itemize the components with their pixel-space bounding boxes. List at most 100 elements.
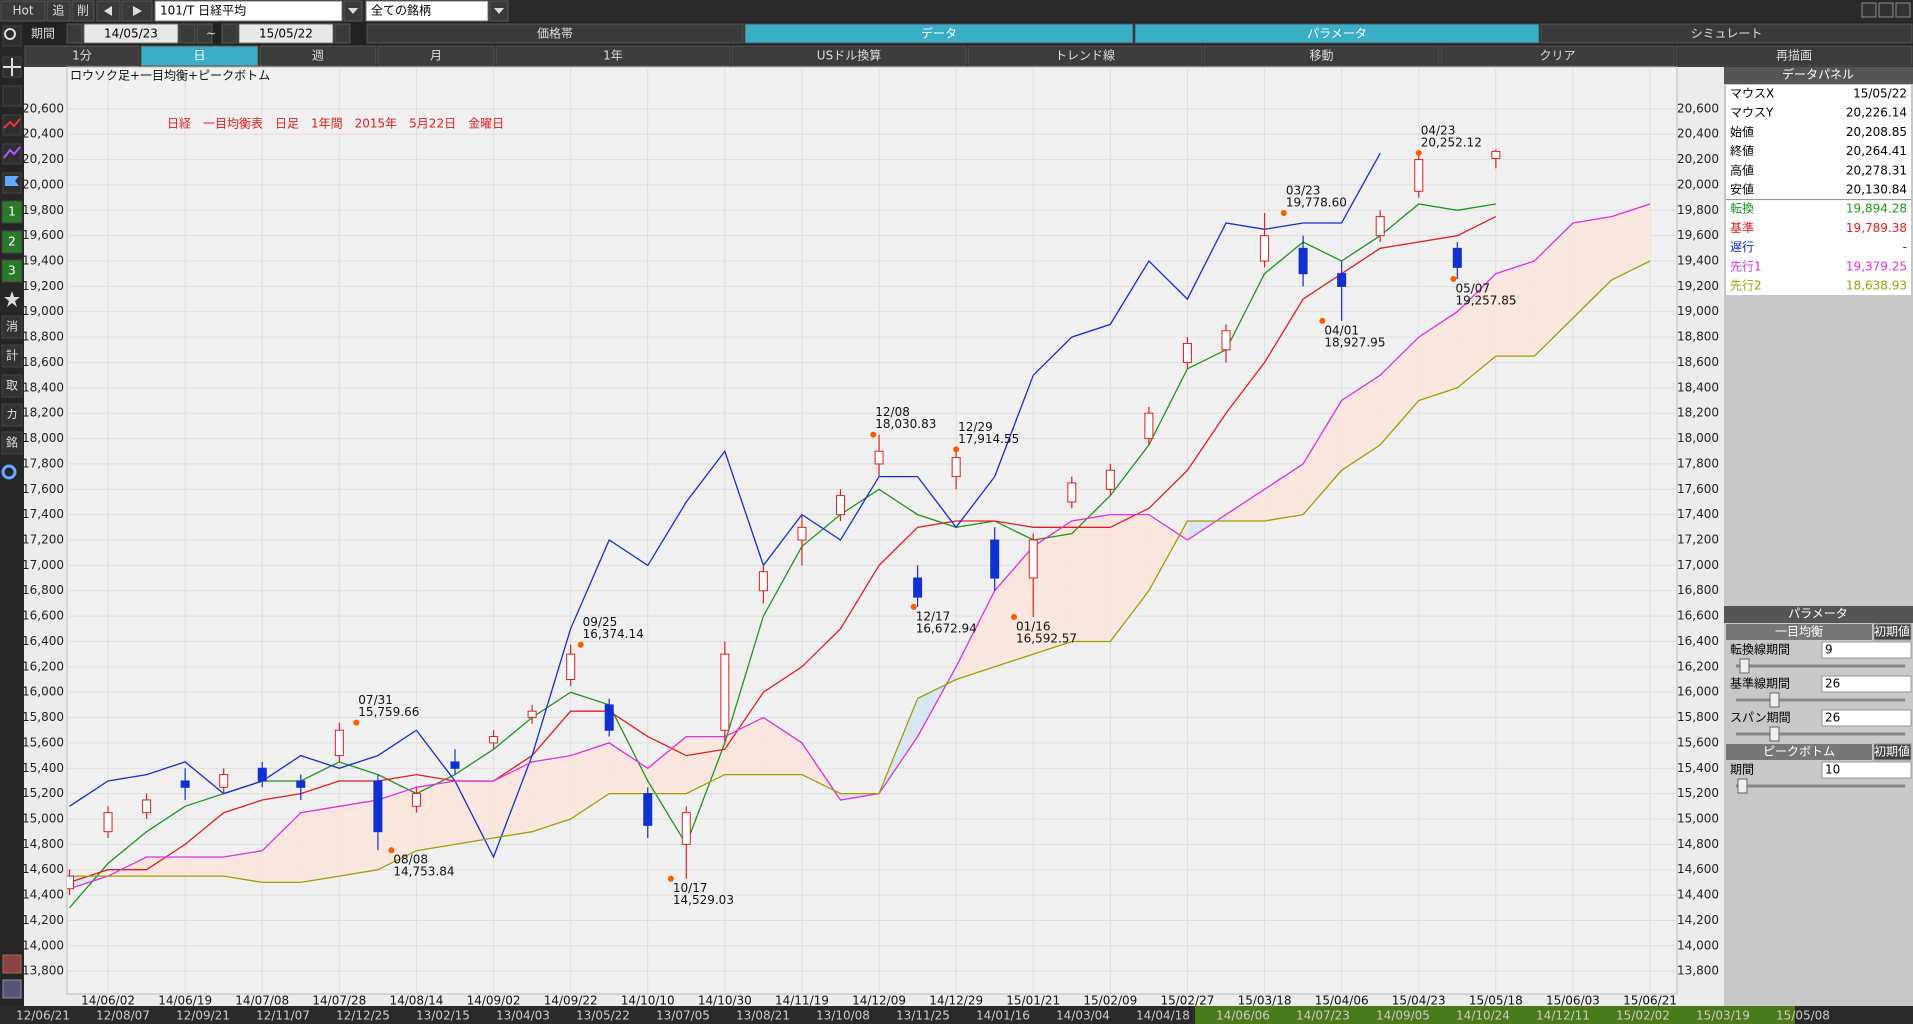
peak-value: 18,927.95 (1324, 335, 1385, 349)
universe-box[interactable] (365, 0, 489, 22)
cloud (1611, 203, 1651, 281)
period-button[interactable] (1203, 45, 1440, 67)
navigator-label: 13/10/08 (816, 1009, 870, 1023)
from-date-box[interactable] (83, 23, 179, 44)
top-button[interactable] (71, 0, 95, 22)
data-value: 18,638.93 (1846, 279, 1907, 293)
period-separator: ~ (206, 27, 216, 41)
peak-marker (388, 847, 395, 854)
peak-date: 04/23 (1421, 123, 1456, 137)
y-tick-label-right: 18,400 (1677, 380, 1719, 394)
slider-thumb[interactable] (1769, 692, 1780, 708)
slider-thumb[interactable] (1739, 658, 1750, 674)
candle-body (874, 450, 884, 465)
top-button-label: Hot (12, 4, 33, 18)
chart-icon[interactable] (2, 954, 22, 974)
candle-body (1260, 235, 1270, 262)
tool-icon[interactable] (2, 85, 22, 107)
tool-button[interactable] (1, 315, 23, 339)
reset-button[interactable] (1873, 743, 1912, 761)
tab[interactable] (1540, 23, 1913, 44)
candle-body (1182, 342, 1192, 363)
tool-button[interactable] (1, 403, 23, 427)
navigator-label: 13/02/15 (416, 1009, 470, 1023)
peak-date: 09/25 (583, 615, 618, 629)
param-input[interactable] (1821, 675, 1912, 693)
data-panel-header (1724, 67, 1913, 84)
tool-icon[interactable] (2, 25, 22, 47)
tab[interactable] (1134, 23, 1540, 44)
tool-button[interactable] (1, 200, 23, 224)
period-button[interactable] (377, 45, 495, 67)
slider-thumb[interactable] (1737, 778, 1748, 794)
cloud (1341, 375, 1381, 471)
tool-button[interactable] (1, 259, 23, 283)
y-tick-label-right: 16,800 (1677, 583, 1719, 597)
chart-icon[interactable] (2, 979, 22, 999)
tool-button[interactable] (1, 344, 23, 368)
y-tick-label: 17,600 (22, 482, 64, 496)
slider-thumb[interactable] (1769, 726, 1780, 742)
tool-button[interactable] (1, 374, 23, 398)
period-button[interactable] (1440, 45, 1675, 67)
candle-body (527, 710, 537, 719)
param-input[interactable] (1821, 641, 1912, 659)
to-date-box[interactable] (238, 23, 334, 44)
date-arrow[interactable] (334, 23, 351, 44)
period-button[interactable] (731, 45, 967, 67)
period-button[interactable] (259, 45, 377, 67)
peak-value: 17,914.55 (958, 432, 1019, 446)
param-input[interactable] (1821, 761, 1912, 779)
tab[interactable] (366, 23, 744, 44)
top-button[interactable] (0, 0, 46, 22)
window-control[interactable] (1861, 2, 1877, 18)
x-tick-label: 15/02/27 (1160, 994, 1214, 1008)
navigator-label: 12/11/07 (256, 1009, 310, 1023)
date-arrow[interactable] (221, 23, 238, 44)
y-tick-label-right: 18,600 (1677, 355, 1719, 369)
chart-subtitle: ロウソク足+一目均衡+ピークボトム (70, 69, 270, 83)
data-label: 先行1 (1730, 259, 1762, 273)
data-label: 遅行 (1730, 240, 1754, 254)
cloud (1457, 273, 1496, 388)
line-icon (3, 146, 21, 159)
period-button[interactable] (24, 45, 140, 67)
navigator-label: 13/04/03 (496, 1009, 550, 1023)
window-control[interactable] (1878, 2, 1894, 18)
reset-button[interactable] (1873, 623, 1912, 641)
symbol-box[interactable] (154, 0, 343, 22)
navigator-label: 12/12/25 (336, 1009, 390, 1023)
navigator-label: 15/02/02 (1616, 1009, 1670, 1023)
period-button[interactable] (140, 45, 259, 67)
tool-button[interactable] (1, 431, 23, 455)
peak-date: 01/16 (1016, 620, 1051, 634)
candle-body (142, 799, 152, 814)
navigator-label: 13/07/05 (656, 1009, 710, 1023)
period-button[interactable] (1675, 45, 1913, 67)
data-label: 安値 (1730, 182, 1754, 197)
peak-value: 19,778.60 (1286, 196, 1347, 210)
period-button-label: 移動 (1309, 49, 1333, 63)
data-label: マウスX (1730, 87, 1774, 101)
peak-value: 20,252.12 (1421, 135, 1482, 149)
window-control[interactable] (1895, 2, 1911, 18)
search-icon (4, 28, 16, 40)
date-arrow[interactable] (196, 23, 213, 44)
tool-button[interactable] (1, 230, 23, 254)
date-arrow[interactable] (66, 23, 83, 44)
tab[interactable] (744, 23, 1134, 44)
parameter-title: パラメータ (1788, 607, 1848, 621)
param-label: 転換線期間 (1730, 642, 1790, 657)
navigator-label: 14/12/11 (1536, 1009, 1590, 1023)
period-button[interactable] (967, 45, 1203, 67)
param-input[interactable] (1821, 709, 1912, 727)
chart-title: 日経 一目均衡表 日足 1年間 2015年 5月22日 金曜日 (167, 117, 504, 131)
candle-body (1414, 159, 1424, 192)
tool-icon[interactable] (2, 143, 22, 165)
period-button[interactable] (495, 45, 731, 67)
top-button[interactable] (46, 0, 71, 22)
date-arrow[interactable] (179, 23, 196, 44)
y-tick-label: 17,200 (22, 533, 64, 547)
nav-arrow (133, 6, 142, 16)
